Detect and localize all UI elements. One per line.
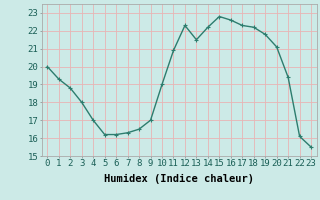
X-axis label: Humidex (Indice chaleur): Humidex (Indice chaleur) — [104, 174, 254, 184]
